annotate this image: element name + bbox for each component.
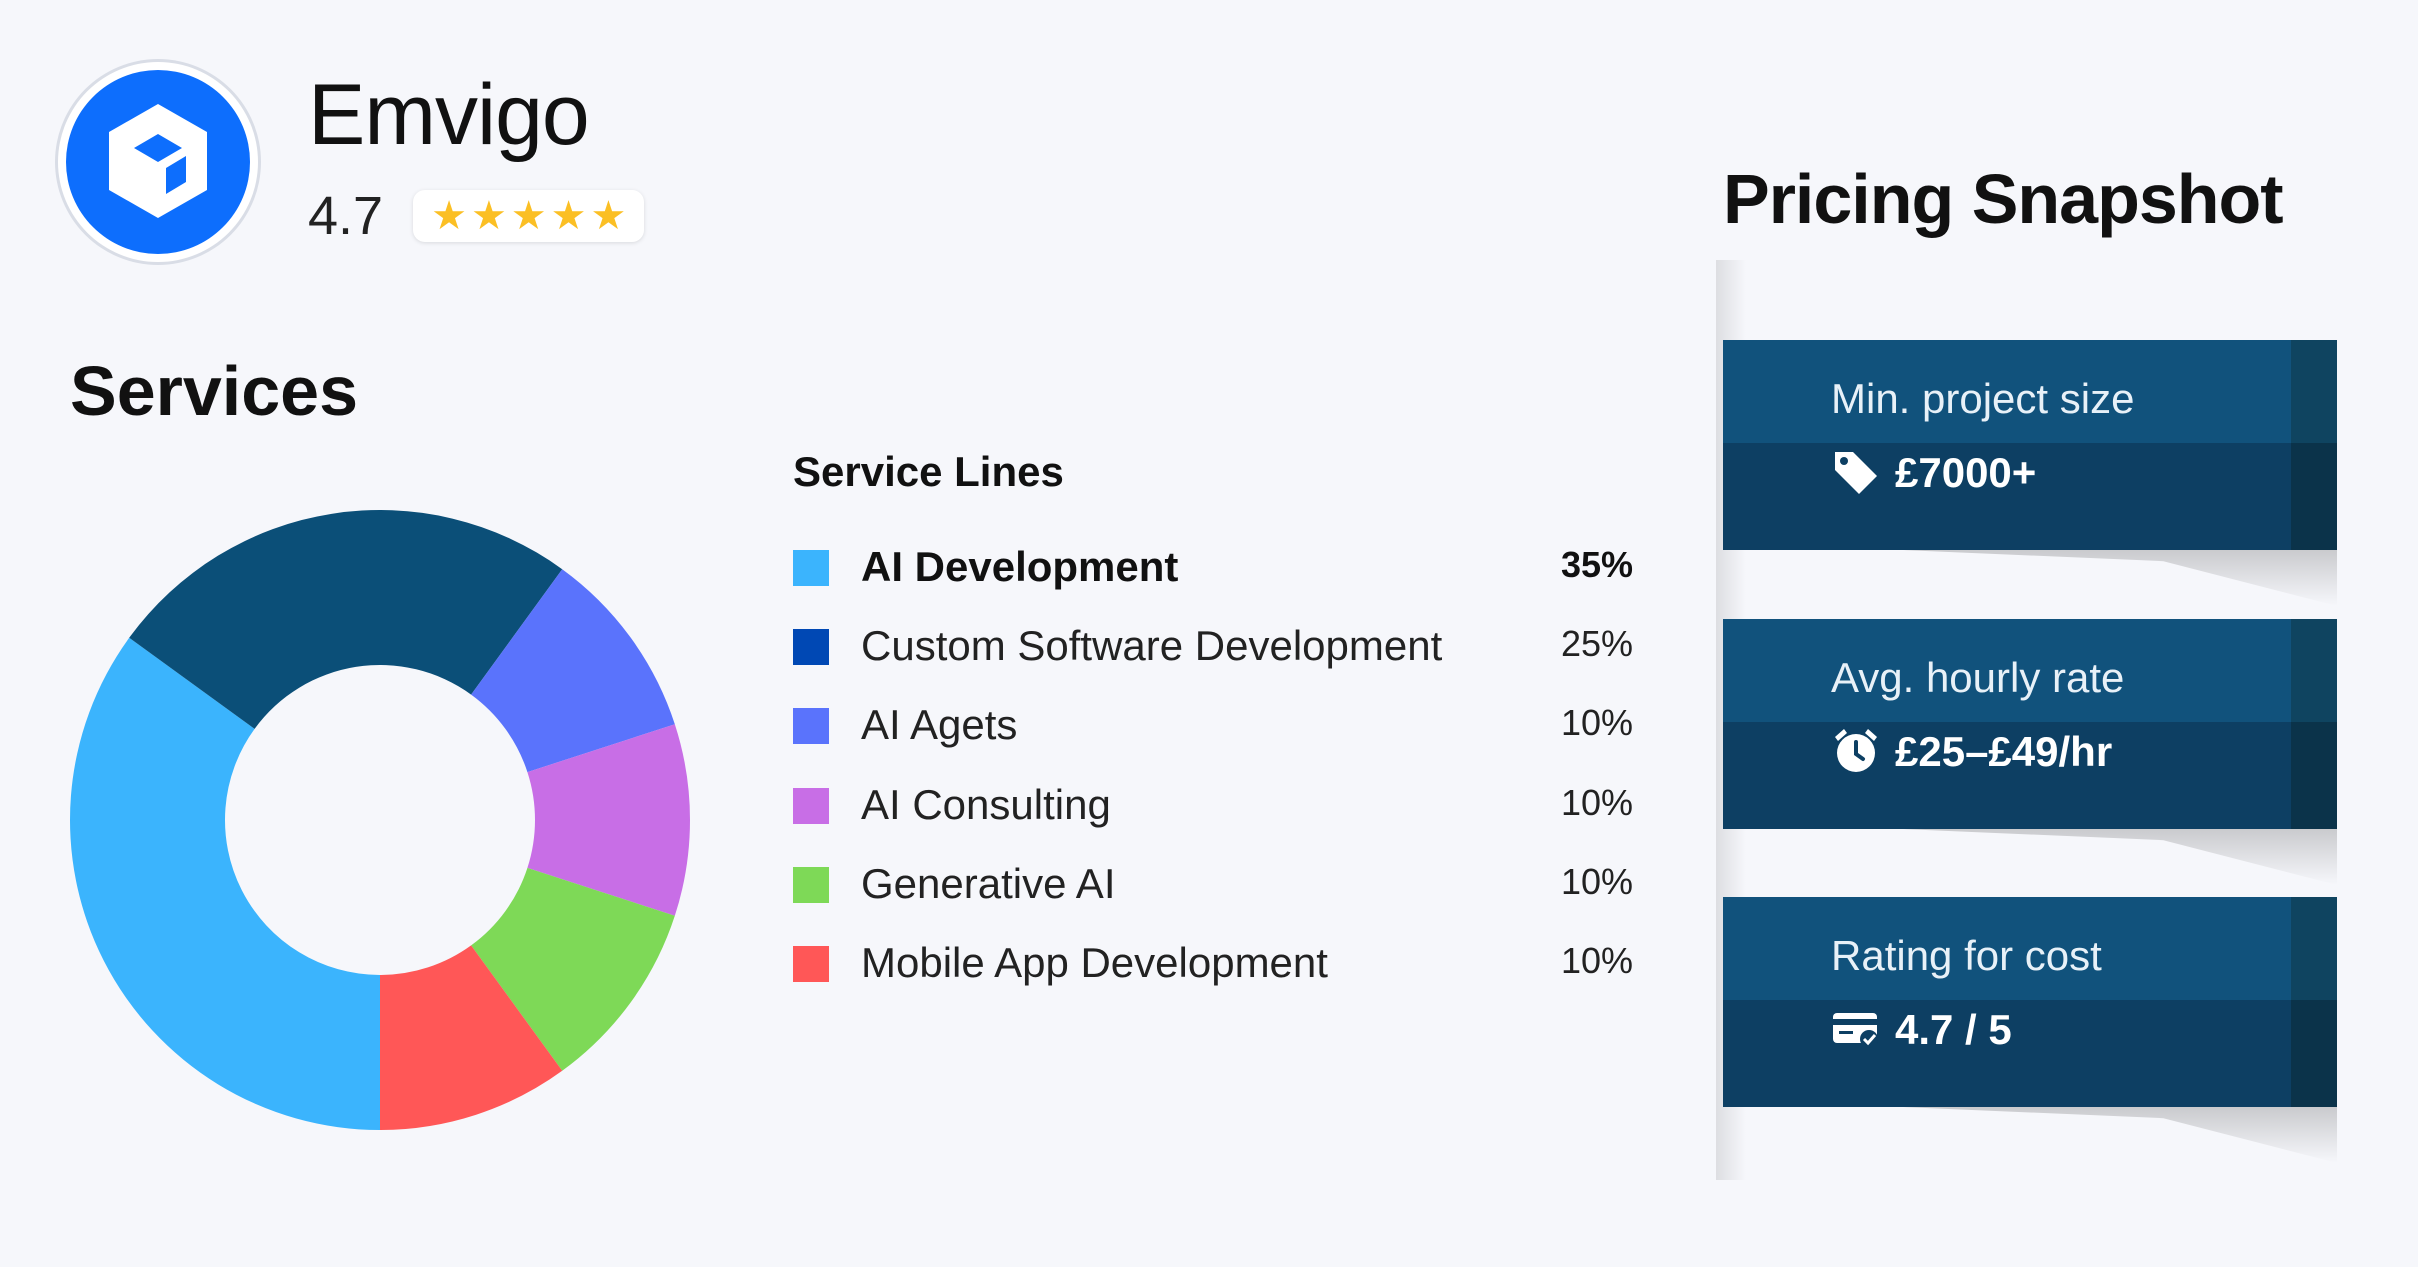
services-title: Services [70,352,359,430]
price-tag-icon [1835,452,1877,494]
alarm-clock-icon [1835,729,1877,772]
star-rating: ★ ★ ★ ★ ★ [413,190,645,242]
card-value: 4.7 / 5 [1895,1006,2012,1053]
legend-swatch [793,550,829,586]
legend-swatch [793,787,829,824]
legend-swatch [793,708,829,745]
legend-percent: 10% [1560,781,1633,823]
donut-slice-ai-consulting [527,724,690,916]
legend-swatch [793,629,829,666]
legend-item: AI Consulting 10% [793,776,1633,855]
legend-swatch [793,866,829,903]
legend-percent: 10% [1560,702,1633,744]
company-logo [58,62,258,262]
pricing-card-rating-for-cost: Rating for cost 4.7 / 5 [1723,897,2337,1163]
card-value: £7000+ [1895,449,2037,496]
pricing-title: Pricing Snapshot [1723,160,2284,238]
donut-slice-generative-ai [471,867,675,1071]
card-label: Avg. hourly rate [1831,654,2125,701]
legend-title: Service Lines [793,448,1064,495]
legend-swatch [793,945,829,982]
donut-slice-ai-development [70,637,381,1130]
card-value: £25–£49/hr [1895,728,2113,775]
donut-slice-ai-agets [471,569,675,773]
star-icon: ★ [470,194,507,238]
company-name: Emvigo [308,67,590,163]
legend-item: Generative AI 10% [793,855,1633,934]
card-label: Min. project size [1831,375,2135,422]
legend-label: Generative AI [861,859,1116,907]
legend-label: Mobile App Development [861,938,1328,986]
pricing-card-min-project: Min. project size £7000+ [1723,340,2337,606]
donut-slice-custom-software-development [129,510,563,729]
legend-percent: 10% [1560,939,1633,981]
pricing-card-hourly-rate: Avg. hourly rate £25–£49/hr [1723,619,2337,885]
legend-percent: 25% [1560,623,1633,665]
legend-label: Custom Software Development [861,622,1443,670]
legend-item: Custom Software Development 25% [793,617,1633,696]
services-donut-chart [70,510,690,1130]
rating-row: 4.7 ★ ★ ★ ★ ★ [308,186,645,246]
service-lines-legend: AI Development 35% Custom Software Devel… [793,538,1633,1013]
legend-percent: 35% [1560,544,1633,585]
star-icon: ★ [550,194,587,238]
legend-label: AI Agets [861,701,1018,749]
star-icon: ★ [510,194,547,238]
rating-value: 4.7 [308,186,384,246]
legend-label: AI Consulting [861,780,1111,828]
legend-item: AI Development 35% [793,538,1633,617]
legend-percent: 10% [1560,860,1633,902]
legend-item: AI Agets 10% [793,696,1633,775]
donut-slice-mobile-app-development [380,945,563,1130]
cube-icon [109,104,207,218]
legend-item: Mobile App Development 10% [793,934,1633,1013]
star-icon: ★ [431,194,467,238]
card-label: Rating for cost [1831,932,2102,979]
legend-label: AI Development [861,543,1179,590]
star-icon: ★ [590,194,627,238]
credit-card-check-icon [1833,1013,1878,1048]
